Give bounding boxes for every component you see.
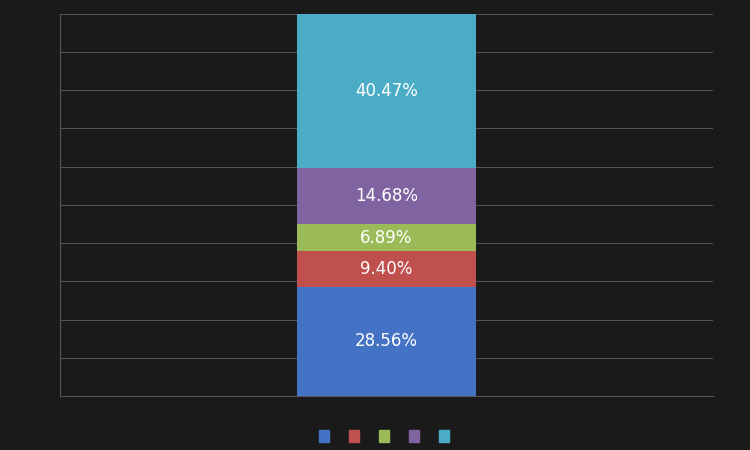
- Legend: , , , , : , , , ,: [314, 425, 459, 448]
- Bar: [296, 225, 476, 251]
- Text: 9.40%: 9.40%: [360, 260, 413, 278]
- Text: 40.47%: 40.47%: [355, 82, 418, 100]
- Text: 14.68%: 14.68%: [355, 187, 418, 205]
- Bar: [296, 251, 476, 287]
- Bar: [296, 168, 476, 225]
- Text: 6.89%: 6.89%: [360, 229, 413, 247]
- Text: 28.56%: 28.56%: [355, 333, 418, 351]
- Bar: [296, 287, 476, 396]
- Bar: [296, 14, 476, 168]
